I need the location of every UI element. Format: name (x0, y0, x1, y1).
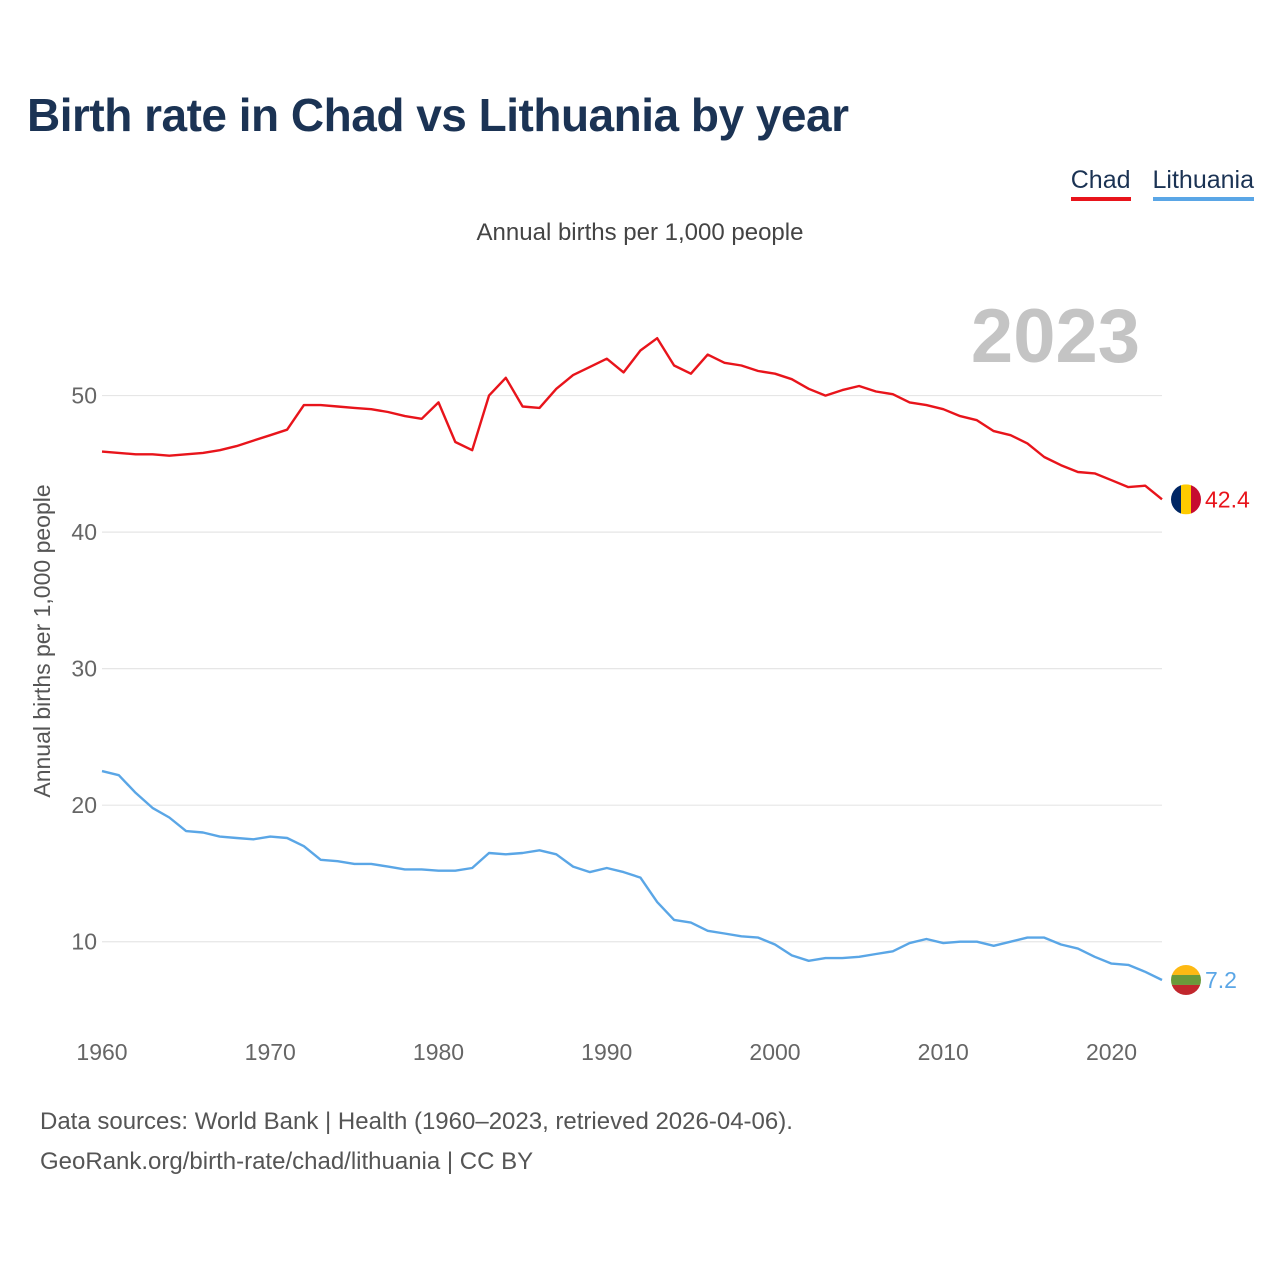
x-tick-label: 2020 (1086, 1039, 1137, 1065)
x-tick-label: 1980 (413, 1039, 464, 1065)
y-axis-label: Annual births per 1,000 people (29, 484, 55, 797)
lithuania-flag-icon (1171, 964, 1201, 995)
series-lines (101, 337, 1163, 982)
end-label-chad: 42.4 (1205, 486, 1250, 512)
source-line-1: Data sources: World Bank | Health (1960–… (40, 1108, 793, 1135)
series-line-chad (101, 337, 1163, 501)
grid-lines (102, 394, 1162, 943)
x-tick-label: 2000 (749, 1039, 800, 1065)
chad-flag-icon (1171, 484, 1201, 515)
y-tick-label: 40 (71, 519, 97, 545)
legend: Chad Lithuania (1070, 166, 1254, 201)
y-tick-label: 50 (71, 383, 97, 409)
axis-ticks: 10 20 30 40 50 1960 1970 1980 1990 2000 2010 2020 (71, 383, 1137, 1065)
y-tick-label: 30 (71, 656, 97, 682)
y-tick-label: 10 (71, 929, 97, 955)
x-tick-label: 2010 (918, 1039, 969, 1065)
end-labels: 42.4 7.2 (1205, 486, 1250, 993)
series-line-lithuania (101, 769, 1163, 982)
year-watermark: 2023 (971, 294, 1140, 379)
x-tick-label: 1970 (245, 1039, 296, 1065)
x-tick-label: 1990 (581, 1039, 632, 1065)
source-line-2[interactable]: GeoRank.org/birth-rate/chad/lithuania | … (40, 1148, 534, 1175)
y-tick-label: 20 (71, 792, 97, 818)
chart-title: Birth rate in Chad vs Lithuania by year (27, 89, 849, 141)
x-tick-label: 1960 (76, 1039, 127, 1065)
chart-subtitle: Annual births per 1,000 people (477, 219, 804, 246)
legend-item-lithuania[interactable]: Lithuania (1152, 166, 1254, 201)
end-label-lithuania: 7.2 (1205, 967, 1237, 993)
legend-item-chad[interactable]: Chad (1070, 166, 1131, 201)
